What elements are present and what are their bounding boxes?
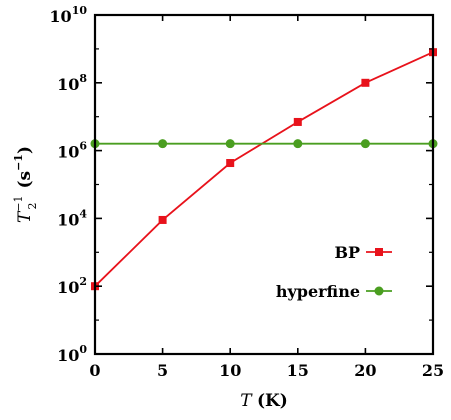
plot-frame — [93, 13, 435, 356]
x-tick-label: 20 — [354, 361, 376, 380]
x-tick-label: 5 — [157, 361, 168, 380]
y-tick-label: 102 — [57, 275, 87, 297]
x-tick-label: 10 — [219, 361, 241, 380]
legend-label-hyperfine: hyperfine — [276, 282, 360, 301]
plot-layer — [90, 48, 438, 291]
x-tick-label: 15 — [287, 361, 309, 380]
y-tick-label: 100 — [57, 343, 87, 365]
data-point-hyperfine — [225, 139, 235, 149]
data-point-BP — [158, 215, 167, 224]
axis-labels: T (K) T−12 (s−1) — [12, 146, 288, 411]
data-point-BP — [293, 117, 302, 126]
x-tick-label: 0 — [89, 361, 100, 380]
axes-layer: 0 5 10 15 20 25 100 102 104 106 108 1010 — [49, 4, 444, 380]
data-point-hyperfine — [158, 139, 168, 149]
legend-marker-hyperfine — [374, 286, 384, 296]
data-point-hyperfine — [293, 139, 303, 149]
series-line-BP — [94, 51, 434, 287]
data-point-hyperfine — [360, 139, 370, 149]
y-tick-label: 104 — [57, 207, 87, 229]
y-tick-label: 1010 — [49, 4, 87, 26]
x-tick-label: 25 — [422, 361, 444, 380]
legend-label-BP: BP — [334, 243, 360, 262]
y-tick-label: 108 — [57, 72, 87, 94]
x-axis-label: T (K) — [240, 391, 288, 411]
y-tick-label: 106 — [57, 140, 87, 162]
legend: BP hyperfine — [276, 243, 392, 301]
data-point-BP — [226, 159, 235, 168]
data-point-BP — [361, 78, 370, 87]
legend-marker-BP — [375, 248, 383, 256]
y-axis-label: T−12 (s−1) — [12, 146, 39, 223]
